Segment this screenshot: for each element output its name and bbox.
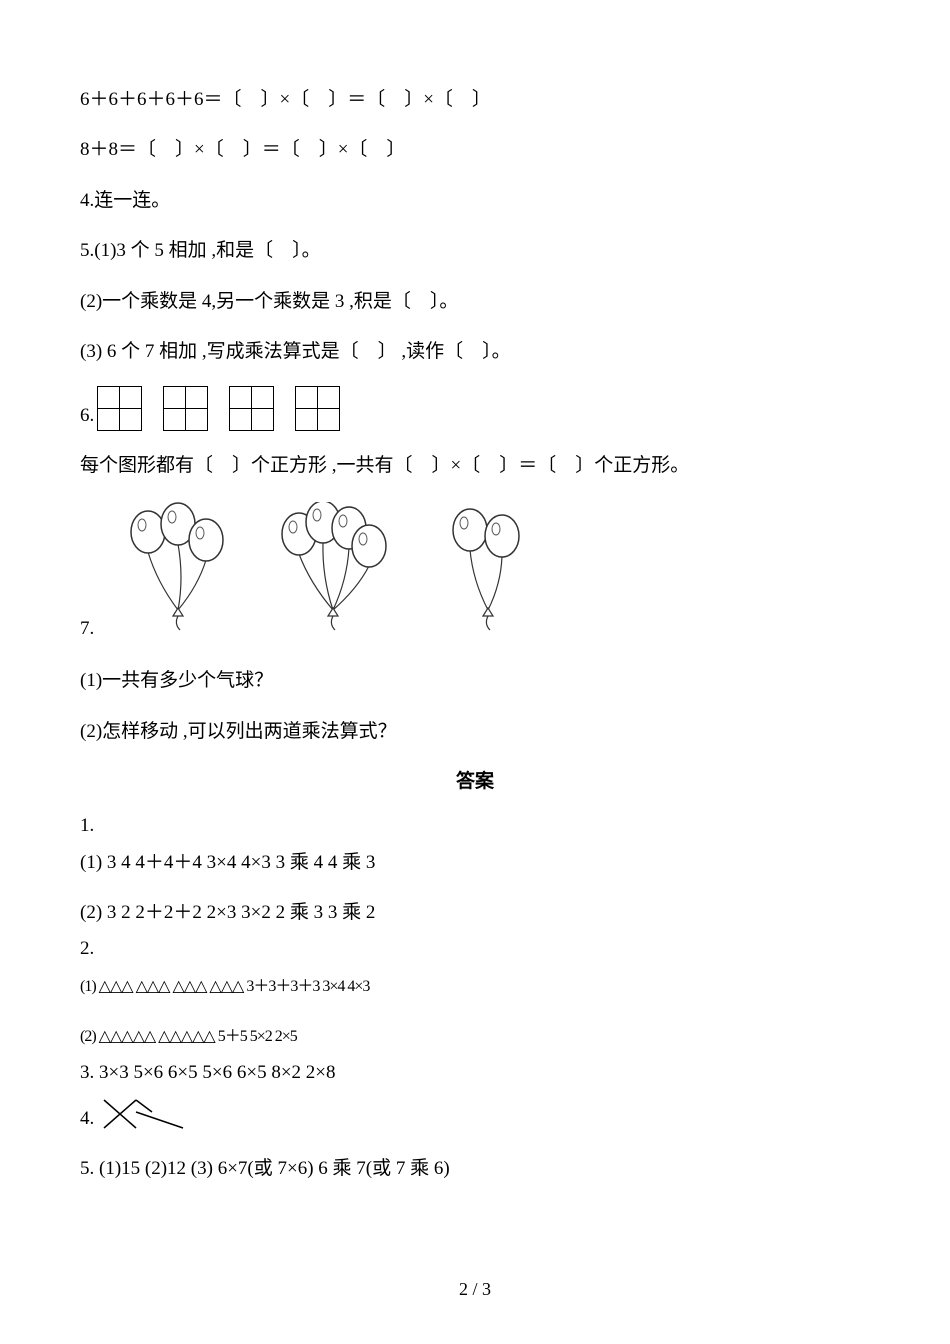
balloon-group-icon xyxy=(118,502,238,632)
square-cell xyxy=(229,386,253,410)
answer-4: 4. xyxy=(80,1094,870,1134)
square-cell xyxy=(97,386,121,410)
question-7-balloons: 7. xyxy=(80,502,870,644)
square-cell xyxy=(251,408,275,432)
square-cell xyxy=(317,408,341,432)
square-cell xyxy=(229,408,253,432)
square-cell xyxy=(119,386,143,410)
square-cell xyxy=(185,386,209,410)
q7-prefix: 7. xyxy=(80,614,94,644)
q6-prefix: 6. xyxy=(80,401,94,431)
square-group xyxy=(296,387,340,431)
answer-2-triangles-1: (1) △△△ △△△ △△△ △△△ 3＋3＋3＋3 3×4 4×3 xyxy=(80,978,369,995)
square-cell xyxy=(163,386,187,410)
square-cell xyxy=(295,386,319,410)
cross-lines-icon xyxy=(98,1094,188,1134)
square-cell xyxy=(163,408,187,432)
answer-2-label: 2. xyxy=(80,934,870,964)
answer-1-label: 1. xyxy=(80,811,870,841)
question-5-line-1: 5.(1)3 个 5 相加 ,和是〔 〕。 xyxy=(80,236,870,266)
balloon-group xyxy=(118,502,238,642)
question-5-line-2: (2)一个乘数是 4,另一个乘数是 3 ,积是〔 〕。 xyxy=(80,287,870,317)
square-cell xyxy=(185,408,209,432)
square-cell xyxy=(295,408,319,432)
balloon-group-icon xyxy=(428,502,548,632)
question-6-text: 每个图形都有〔 〕个正方形 ,一共有〔 〕×〔 〕＝〔 〕个正方形。 xyxy=(80,451,870,481)
answer-5-line: 5. (1)15 (2)12 (3) 6×7(或 7×6) 6 乘 7(或 7 … xyxy=(80,1154,870,1184)
answer-1-line-2: (2) 3 2 2＋2＋2 2×3 3×2 2 乘 3 3 乘 2 xyxy=(80,898,870,928)
answer-2-line-2: (2) △△△△△ △△△△△ 5＋5 5×2 2×5 xyxy=(80,1021,870,1051)
answer-1-line-1: (1) 3 4 4＋4＋4 3×4 4×3 3 乘 4 4 乘 3 xyxy=(80,848,870,878)
page-footer: 2 / 3 xyxy=(0,1275,950,1304)
answer-3-line: 3. 3×3 5×6 6×5 5×6 6×5 8×2 2×8 xyxy=(80,1058,870,1088)
square-group xyxy=(230,387,274,431)
squares-row xyxy=(98,387,340,431)
balloons-row xyxy=(118,502,548,642)
question-5-line-3: (3) 6 个 7 相加 ,写成乘法算式是〔 〕 ,读作〔 〕。 xyxy=(80,337,870,367)
square-group xyxy=(164,387,208,431)
answer-2-line-1: (1) △△△ △△△ △△△ △△△ 3＋3＋3＋3 3×4 4×3 xyxy=(80,971,870,1001)
answer-4-label: 4. xyxy=(80,1104,94,1134)
square-cell xyxy=(97,408,121,432)
question-4-title: 4.连一连。 xyxy=(80,186,870,216)
square-cell xyxy=(119,408,143,432)
question-line-2: 8＋8＝〔 〕×〔 〕＝〔 〕×〔 〕 xyxy=(80,135,870,165)
question-7-line-2: (2)怎样移动 ,可以列出两道乘法算式？ xyxy=(80,717,870,747)
answer-2-triangles-2: (2) △△△△△ △△△△△ 5＋5 5×2 2×5 xyxy=(80,1028,297,1045)
question-7-line-1: (1)一共有多少个气球？ xyxy=(80,666,870,696)
balloon-group-icon xyxy=(273,502,393,632)
question-line-1: 6＋6＋6＋6＋6＝〔 〕×〔 〕＝〔 〕×〔 〕 xyxy=(80,85,870,115)
square-group xyxy=(98,387,142,431)
question-6-figures: 6. xyxy=(80,387,870,431)
answer-title: 答案 xyxy=(80,767,870,797)
square-cell xyxy=(251,386,275,410)
balloon-group xyxy=(428,502,548,642)
square-cell xyxy=(317,386,341,410)
balloon-group xyxy=(273,502,393,642)
